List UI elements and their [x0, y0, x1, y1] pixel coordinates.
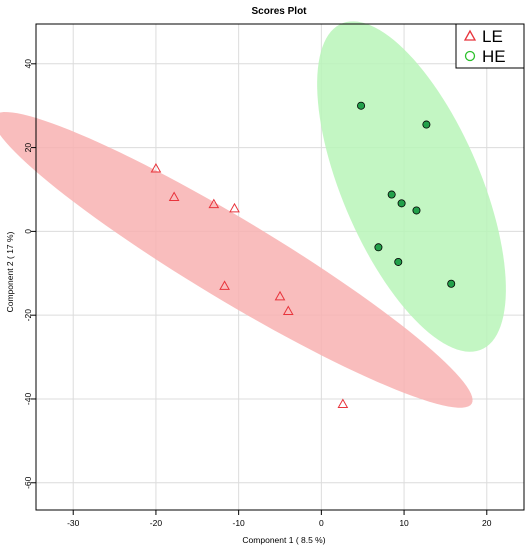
x-axis-label: Component 1 ( 8.5 %): [242, 535, 325, 545]
y-tick-label: 40: [23, 59, 33, 69]
point-he: [394, 257, 403, 266]
plot-frame: [35, 23, 525, 511]
confidence-ellipses: [0, 21, 506, 408]
point-he: [387, 190, 396, 199]
x-tick-label: 0: [319, 518, 324, 528]
point-le: [168, 191, 180, 202]
point-he: [374, 243, 383, 252]
x-axis-ticks: -30 -20 -10 0 10 20: [67, 510, 492, 528]
x-tick-label: -10: [232, 518, 245, 528]
y-axis-ticks: 40 20 0 -20 -40 -60: [23, 59, 36, 489]
legend-box: [455, 23, 525, 69]
y-tick-label: -20: [23, 309, 33, 322]
point-he: [422, 120, 431, 129]
y-axis-label: Component 2 ( 17 %): [5, 231, 15, 312]
point-le: [337, 398, 349, 409]
point-le: [229, 202, 240, 213]
legend-marker-he: [464, 50, 476, 62]
x-tick-label: 20: [482, 518, 492, 528]
point-le: [282, 305, 294, 315]
y-tick-label: -40: [23, 393, 33, 406]
point-le: [274, 290, 286, 301]
x-tick-label: 10: [399, 518, 409, 528]
point-he: [447, 279, 456, 288]
point-he: [357, 101, 366, 110]
legend-label-he: HE: [482, 47, 506, 66]
chart-title: Scores Plot: [251, 6, 307, 17]
point-he: [397, 199, 406, 208]
x-tick-label: -30: [67, 518, 80, 528]
ellipse-le: [0, 112, 473, 408]
legend-label-le: LE: [482, 27, 503, 46]
legend-marker-le: [463, 29, 477, 41]
point-le: [208, 198, 220, 209]
point-le: [150, 163, 162, 173]
y-tick-label: -60: [23, 476, 33, 489]
y-tick-label: 20: [23, 143, 33, 153]
y-tick-label: 0: [23, 229, 33, 234]
data-points: [150, 101, 456, 409]
point-he: [412, 206, 421, 215]
point-le: [219, 280, 230, 290]
x-tick-label: -20: [150, 518, 163, 528]
